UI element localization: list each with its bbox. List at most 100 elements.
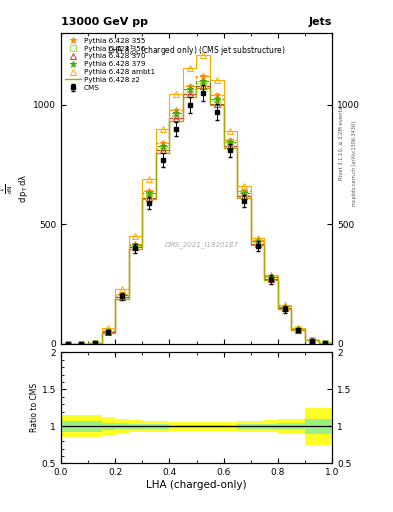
Pythia 6.428 355 — [242, 188, 246, 194]
Pythia 6.428 ambt1 — [228, 128, 233, 134]
Legend: Pythia 6.428 355, Pythia 6.428 356, Pythia 6.428 370, Pythia 6.428 379, Pythia 6: Pythia 6.428 355, Pythia 6.428 356, Pyth… — [63, 35, 157, 93]
Pythia 6.428 ambt1 — [296, 325, 301, 331]
Pythia 6.428 370 — [79, 341, 84, 347]
Line: Pythia 6.428 370: Pythia 6.428 370 — [65, 83, 328, 347]
Pythia 6.428 ambt1 — [201, 52, 206, 58]
Pythia 6.428 370 — [147, 195, 151, 201]
Pythia 6.428 379 — [201, 78, 206, 84]
Pythia 6.428 355 — [92, 339, 97, 346]
Pythia 6.428 z2 — [248, 242, 253, 248]
Pythia 6.428 370 — [92, 339, 97, 346]
Pythia 6.428 379 — [174, 110, 178, 116]
Pythia 6.428 ambt1 — [119, 286, 124, 292]
Line: Pythia 6.428 355: Pythia 6.428 355 — [64, 73, 329, 348]
X-axis label: LHA (charged-only): LHA (charged-only) — [146, 480, 247, 490]
Pythia 6.428 379 — [92, 339, 97, 346]
Pythia 6.428 370 — [255, 241, 260, 247]
Pythia 6.428 356 — [242, 191, 246, 198]
Pythia 6.428 379 — [147, 190, 151, 197]
Pythia 6.428 370 — [269, 275, 274, 282]
Pythia 6.428 ambt1 — [242, 183, 246, 189]
Pythia 6.428 z2 — [316, 340, 321, 346]
Pythia 6.428 z2 — [153, 150, 158, 156]
Pythia 6.428 379 — [255, 238, 260, 244]
Pythia 6.428 ambt1 — [160, 126, 165, 132]
Pythia 6.428 370 — [133, 244, 138, 250]
Line: Pythia 6.428 379: Pythia 6.428 379 — [64, 78, 329, 348]
Pythia 6.428 ambt1 — [92, 339, 97, 346]
Pythia 6.428 ambt1 — [79, 341, 84, 347]
Pythia 6.428 379 — [65, 341, 70, 347]
Pythia 6.428 ambt1 — [147, 176, 151, 182]
Line: Pythia 6.428 356: Pythia 6.428 356 — [65, 81, 328, 347]
Pythia 6.428 z2 — [59, 341, 63, 347]
Pythia 6.428 ambt1 — [323, 339, 328, 346]
Text: 13000 GeV pp: 13000 GeV pp — [61, 16, 148, 27]
Pythia 6.428 379 — [160, 142, 165, 148]
Pythia 6.428 z2 — [181, 94, 185, 100]
Text: Jets: Jets — [309, 16, 332, 27]
Pythia 6.428 379 — [187, 87, 192, 93]
Pythia 6.428 356 — [79, 341, 84, 347]
Pythia 6.428 356 — [296, 326, 301, 332]
Pythia 6.428 z2 — [99, 330, 104, 336]
Pythia 6.428 355 — [119, 291, 124, 297]
Pythia 6.428 z2 — [126, 246, 131, 252]
Text: LHA $\lambda^{1}_{0.5}$ (charged only) (CMS jet substructure): LHA $\lambda^{1}_{0.5}$ (charged only) (… — [107, 42, 286, 57]
Pythia 6.428 379 — [133, 242, 138, 248]
Text: mcplots.cern.ch [arXiv:1306.3436]: mcplots.cern.ch [arXiv:1306.3436] — [352, 121, 357, 206]
Pythia 6.428 z2 — [208, 102, 212, 109]
Pythia 6.428 356 — [323, 339, 328, 346]
Pythia 6.428 z2 — [113, 296, 118, 302]
Pythia 6.428 ambt1 — [106, 325, 111, 331]
Pythia 6.428 z2 — [289, 327, 294, 333]
Line: Pythia 6.428 ambt1: Pythia 6.428 ambt1 — [64, 51, 329, 348]
Pythia 6.428 356 — [309, 337, 314, 343]
Pythia 6.428 370 — [215, 101, 219, 107]
Pythia 6.428 z2 — [86, 340, 90, 346]
Pythia 6.428 379 — [296, 326, 301, 332]
Pythia 6.428 355 — [187, 83, 192, 89]
Pythia 6.428 z2 — [262, 277, 266, 283]
Pythia 6.428 370 — [309, 337, 314, 344]
Pythia 6.428 370 — [228, 142, 233, 148]
Pythia 6.428 356 — [174, 113, 178, 119]
Pythia 6.428 z2 — [275, 306, 280, 312]
Pythia 6.428 379 — [269, 274, 274, 280]
Pythia 6.428 356 — [215, 98, 219, 104]
Pythia 6.428 355 — [309, 337, 314, 343]
Pythia 6.428 356 — [187, 89, 192, 95]
Pythia 6.428 379 — [242, 190, 246, 196]
Pythia 6.428 370 — [282, 305, 287, 311]
Pythia 6.428 355 — [160, 140, 165, 146]
Line: Pythia 6.428 z2: Pythia 6.428 z2 — [61, 88, 332, 344]
Pythia 6.428 355 — [147, 188, 151, 194]
Pythia 6.428 355 — [296, 326, 301, 332]
Y-axis label: Ratio to CMS: Ratio to CMS — [30, 383, 39, 433]
Pythia 6.428 355 — [215, 92, 219, 98]
Pythia 6.428 379 — [79, 341, 84, 347]
Pythia 6.428 356 — [133, 243, 138, 249]
Pythia 6.428 ambt1 — [187, 65, 192, 71]
Pythia 6.428 370 — [119, 294, 124, 301]
Pythia 6.428 370 — [160, 147, 165, 154]
Pythia 6.428 379 — [106, 328, 111, 334]
Pythia 6.428 356 — [201, 80, 206, 87]
Pythia 6.428 355 — [174, 106, 178, 113]
Pythia 6.428 ambt1 — [269, 271, 274, 278]
Text: Rivet 3.1.10, ≥ 3.2M events: Rivet 3.1.10, ≥ 3.2M events — [339, 106, 344, 180]
Pythia 6.428 z2 — [303, 337, 307, 344]
Pythia 6.428 356 — [147, 193, 151, 199]
Pythia 6.428 ambt1 — [282, 302, 287, 308]
Pythia 6.428 z2 — [194, 85, 199, 91]
Pythia 6.428 z2 — [72, 341, 77, 347]
Pythia 6.428 z2 — [140, 196, 145, 202]
Pythia 6.428 356 — [282, 305, 287, 311]
Pythia 6.428 355 — [133, 241, 138, 247]
Pythia 6.428 ambt1 — [309, 336, 314, 343]
Pythia 6.428 355 — [255, 237, 260, 243]
Pythia 6.428 370 — [187, 91, 192, 97]
Pythia 6.428 ambt1 — [255, 234, 260, 241]
Pythia 6.428 ambt1 — [215, 77, 219, 83]
Pythia 6.428 379 — [309, 337, 314, 343]
